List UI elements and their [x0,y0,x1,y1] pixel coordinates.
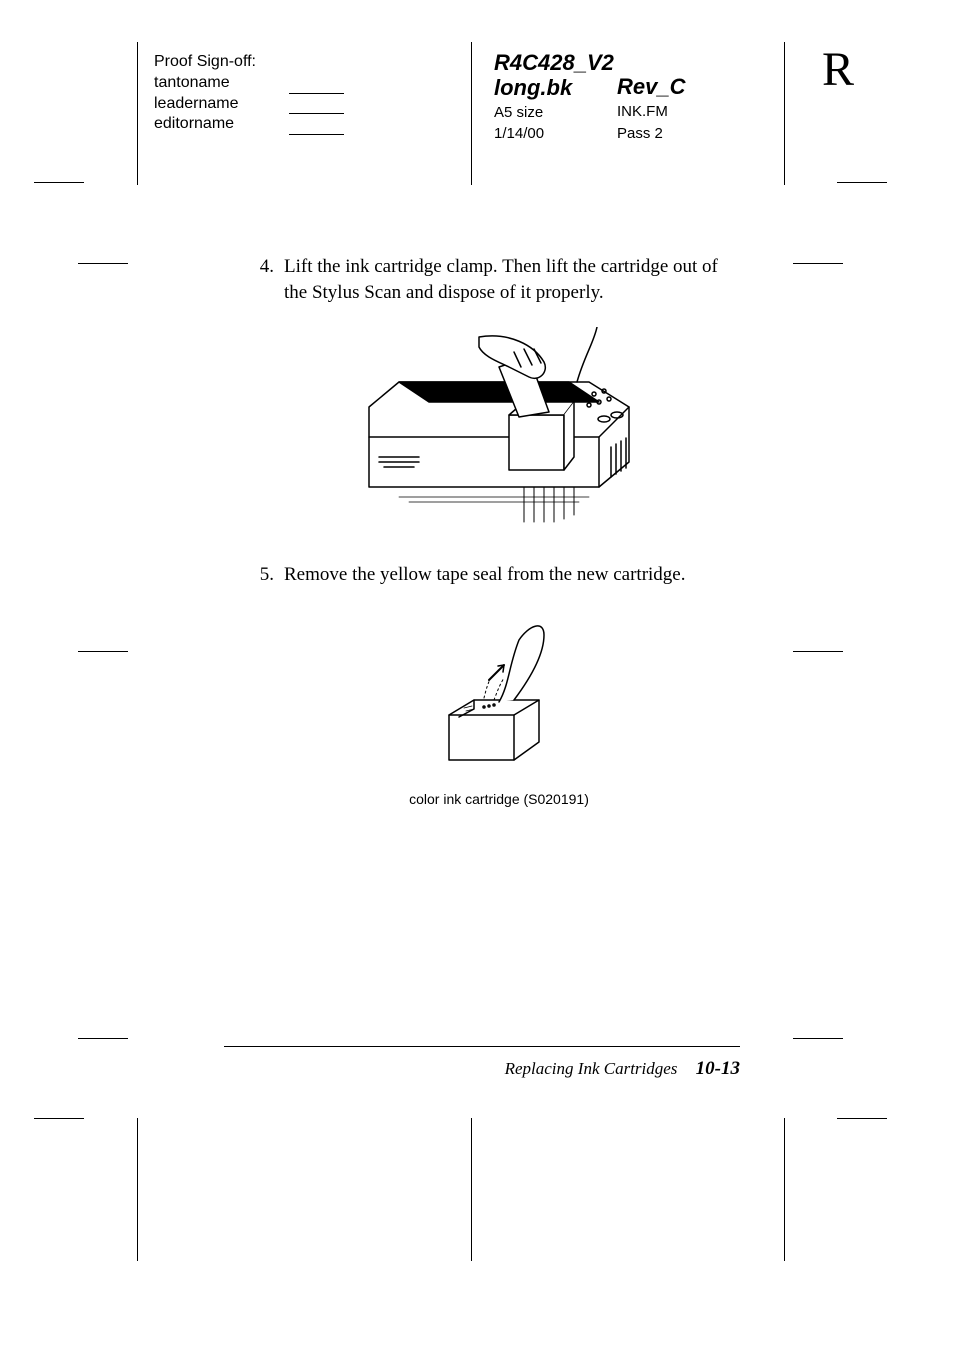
step-number: 4. [254,254,284,305]
crop-tick [78,651,128,652]
signoff-line [289,121,344,135]
footer: Replacing Ink Cartridges 10-13 [224,1058,740,1080]
signoff-title: Proof Sign-off: [154,52,344,73]
crop-tick [78,263,128,264]
step-text: Lift the ink cartridge clamp. Then lift … [284,254,744,305]
rule [137,42,138,185]
footer-section: Replacing Ink Cartridges [505,1059,678,1078]
signoff-line [289,100,344,114]
rule [471,42,472,185]
step-4: 4. Lift the ink cartridge clamp. Then li… [254,254,744,305]
crop-tick [78,1038,128,1039]
rule [784,1118,785,1261]
printer-illustration [359,327,639,527]
figure-printer [254,327,744,532]
signoff-name: tantoname [154,73,230,94]
figure-caption: color ink cartridge (S020191) [254,791,744,807]
figure-cartridge: color ink cartridge (S020191) [254,610,744,807]
doc-code: R4C428_V2 [494,50,694,75]
footer-rule [224,1046,740,1047]
step-5: 5. Remove the yellow tape seal from the … [254,562,744,588]
crop-tick [793,651,843,652]
signoff-line [289,80,344,94]
body-content: 4. Lift the ink cartridge clamp. Then li… [254,254,744,837]
crop-tick [837,182,887,183]
proof-signoff: Proof Sign-off: tantoname leadername edi… [154,52,344,135]
rule [137,1118,138,1261]
cartridge-illustration [414,610,584,780]
crop-tick [34,1118,84,1119]
crop-tick [34,182,84,183]
rev-code: Rev_C [617,74,757,100]
rule [471,1118,472,1261]
signoff-name: leadername [154,94,239,115]
step-text: Remove the yellow tape seal from the new… [284,562,744,588]
rev-file: INK.FM [617,102,757,122]
crop-tick [793,1038,843,1039]
step-number: 5. [254,562,284,588]
rev-pass: Pass 2 [617,124,757,144]
crop-tick [837,1118,887,1119]
side-letter: R [822,42,854,97]
page: Proof Sign-off: tantoname leadername edi… [0,0,954,1351]
crop-tick [793,263,843,264]
rev-info: Rev_C INK.FM Pass 2 [617,74,757,143]
footer-page: 10-13 [696,1058,740,1079]
rule [784,42,785,185]
signoff-name: editorname [154,114,234,135]
